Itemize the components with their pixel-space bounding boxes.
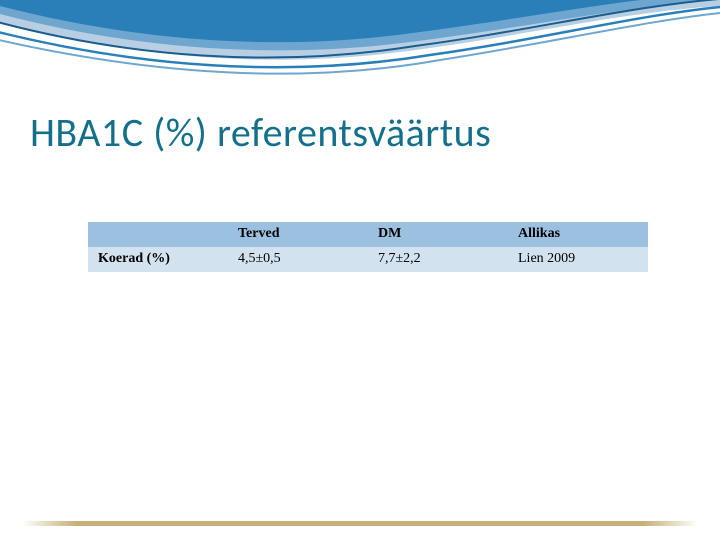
table-cell: 7,7±2,2: [368, 247, 508, 272]
table-cell: Lien 2009: [508, 247, 648, 272]
header-wave-decoration: [0, 0, 720, 100]
table-header-cell: Allikas: [508, 222, 648, 247]
table-cell: 4,5±0,5: [228, 247, 368, 272]
table-header-cell: DM: [368, 222, 508, 247]
table-row-label: Koerad (%): [88, 247, 228, 272]
table-header-rowlabel: [88, 222, 228, 247]
footer-accent-bar: [22, 521, 698, 526]
page-title: HBA1C (%) referentsväärtus: [30, 108, 491, 157]
table-header-row: TervedDMAllikas: [88, 222, 648, 247]
table-header-cell: Terved: [228, 222, 368, 247]
table-row: Koerad (%)4,5±0,57,7±2,2Lien 2009: [88, 247, 648, 272]
reference-table: TervedDMAllikas Koerad (%)4,5±0,57,7±2,2…: [88, 222, 648, 272]
